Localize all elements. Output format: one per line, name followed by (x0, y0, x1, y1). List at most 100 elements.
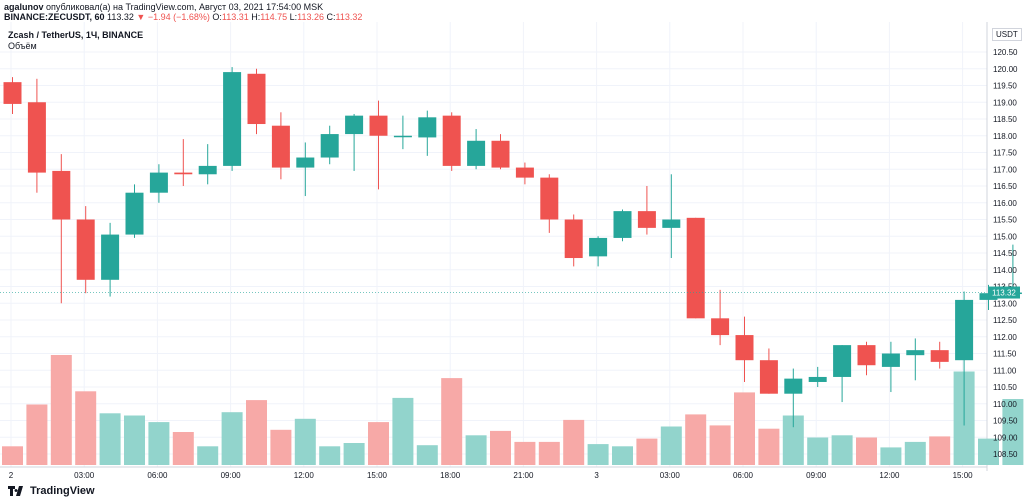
volume-bar (148, 422, 170, 465)
candle-body (784, 378, 803, 394)
price-tick-label: 111.00 (993, 366, 1017, 375)
time-tick-label: 21:00 (513, 471, 534, 480)
price-tick-label: 115.50 (993, 216, 1017, 225)
change-value: ▼ −1.94 (−1.68%) (136, 12, 210, 22)
volume-bar (734, 392, 755, 465)
candle-body (759, 360, 778, 394)
candle-body (735, 335, 754, 361)
volume-bar (50, 355, 72, 465)
price-tick-label: 108.50 (993, 450, 1018, 459)
candle-body (52, 170, 71, 220)
price-tick-label: 113.00 (993, 299, 1017, 308)
price-tick-label: 114.50 (993, 249, 1017, 258)
volume-bar (392, 397, 414, 465)
candle-body (393, 135, 412, 138)
time-tick-label: 12:00 (294, 471, 315, 480)
volume-bar (612, 446, 633, 465)
candle-body (418, 117, 437, 138)
candle-body (296, 157, 315, 168)
time-tick-label: 18:00 (440, 471, 461, 480)
volume-bar (929, 436, 951, 465)
volume-bar (441, 378, 463, 465)
volume-bar (465, 435, 487, 465)
volume-bar (904, 441, 926, 465)
tradingview-logo[interactable]: TradingView (8, 485, 95, 497)
c-value: 113.32 (335, 12, 363, 22)
candle-body (808, 376, 827, 382)
candle-body (149, 172, 168, 193)
publish-line: agalunov опубликовал(а) на TradingView.c… (4, 2, 323, 12)
candle-body (564, 219, 583, 259)
candle-body (833, 345, 852, 377)
volume-bar (978, 438, 999, 465)
volume-bar (587, 444, 609, 465)
time-tick-label: 09:00 (221, 471, 242, 480)
volume-bar (75, 391, 97, 465)
time-tick-label: 03:00 (660, 471, 681, 480)
price-tick-label: 110.00 (993, 400, 1017, 409)
o-value: 113.31 (221, 12, 249, 22)
candle-body (930, 350, 949, 362)
volume-bar (246, 400, 267, 465)
time-tick-label: 09:00 (806, 471, 827, 480)
volume-bar (26, 404, 48, 465)
currency-badge[interactable]: USDT (992, 28, 1022, 41)
candle-body (955, 299, 974, 361)
volume-bar (660, 426, 682, 465)
price-tick-label: 118.50 (993, 115, 1017, 124)
price-tick-label: 119.00 (993, 98, 1017, 107)
candle-body (27, 102, 46, 173)
candle-body (881, 353, 900, 367)
time-tick-label: 12:00 (879, 471, 900, 480)
ohlc-line: BINANCE:ZECUSDT, 60 113.32 ▼ −1.94 (−1.6… (4, 12, 362, 22)
candle-body (223, 72, 242, 166)
candle-body (857, 345, 876, 366)
volume-bar (124, 415, 145, 465)
price-tick-label: 119.50 (993, 82, 1017, 91)
time-tick-label: 2 (9, 471, 14, 480)
volume-bar (563, 419, 585, 465)
chart-title: Zcash / TetherUS, 1Ч, BINANCE (8, 30, 144, 40)
volume-bar (538, 441, 560, 465)
price-tick-label: 117.00 (993, 165, 1017, 174)
volume-label: Объём (8, 41, 37, 51)
candle-body (442, 115, 461, 166)
price-tick-label: 109.50 (993, 417, 1018, 426)
last-price-badge (988, 286, 1020, 299)
volume-bar (807, 437, 829, 465)
candle-body (540, 177, 559, 220)
candle-body (686, 217, 705, 319)
candle-body (491, 140, 510, 168)
volume-bar (709, 425, 731, 465)
time-tick-label: 06:00 (733, 471, 754, 480)
volume-bar (831, 435, 853, 465)
symbol-line: BINANCE:ZECUSDT, 60 (4, 12, 105, 22)
candle-body (3, 82, 22, 104)
price-tick-label: 120.50 (993, 48, 1018, 57)
volume-bar (221, 412, 243, 465)
publish-info: опубликовал(а) на TradingView.com, Авгус… (46, 2, 324, 12)
volume-bar (416, 445, 438, 465)
volume-bar (685, 414, 707, 465)
candle-body (76, 219, 95, 280)
volume-bar (856, 437, 877, 465)
h-value: 114.75 (260, 12, 288, 22)
volume-bar (490, 430, 511, 465)
time-tick-label: 06:00 (147, 471, 168, 480)
price-tick-label: 110.50 (993, 383, 1017, 392)
time-tick-label: 3 (594, 471, 599, 480)
volume-bar (343, 443, 365, 465)
time-tick-label: 15:00 (367, 471, 388, 480)
brand-label: TradingView (30, 485, 95, 497)
last-value: 113.32 (107, 12, 134, 22)
candle-body (515, 167, 534, 178)
candle-body (711, 318, 730, 336)
l-label: L: (289, 12, 298, 22)
candle-body (101, 234, 120, 280)
volume-bar (758, 428, 780, 465)
candle-body (613, 211, 632, 238)
volume-bar (294, 418, 316, 465)
price-tick-label: 118.00 (993, 132, 1017, 141)
price-tick-label: 109.00 (993, 433, 1018, 442)
